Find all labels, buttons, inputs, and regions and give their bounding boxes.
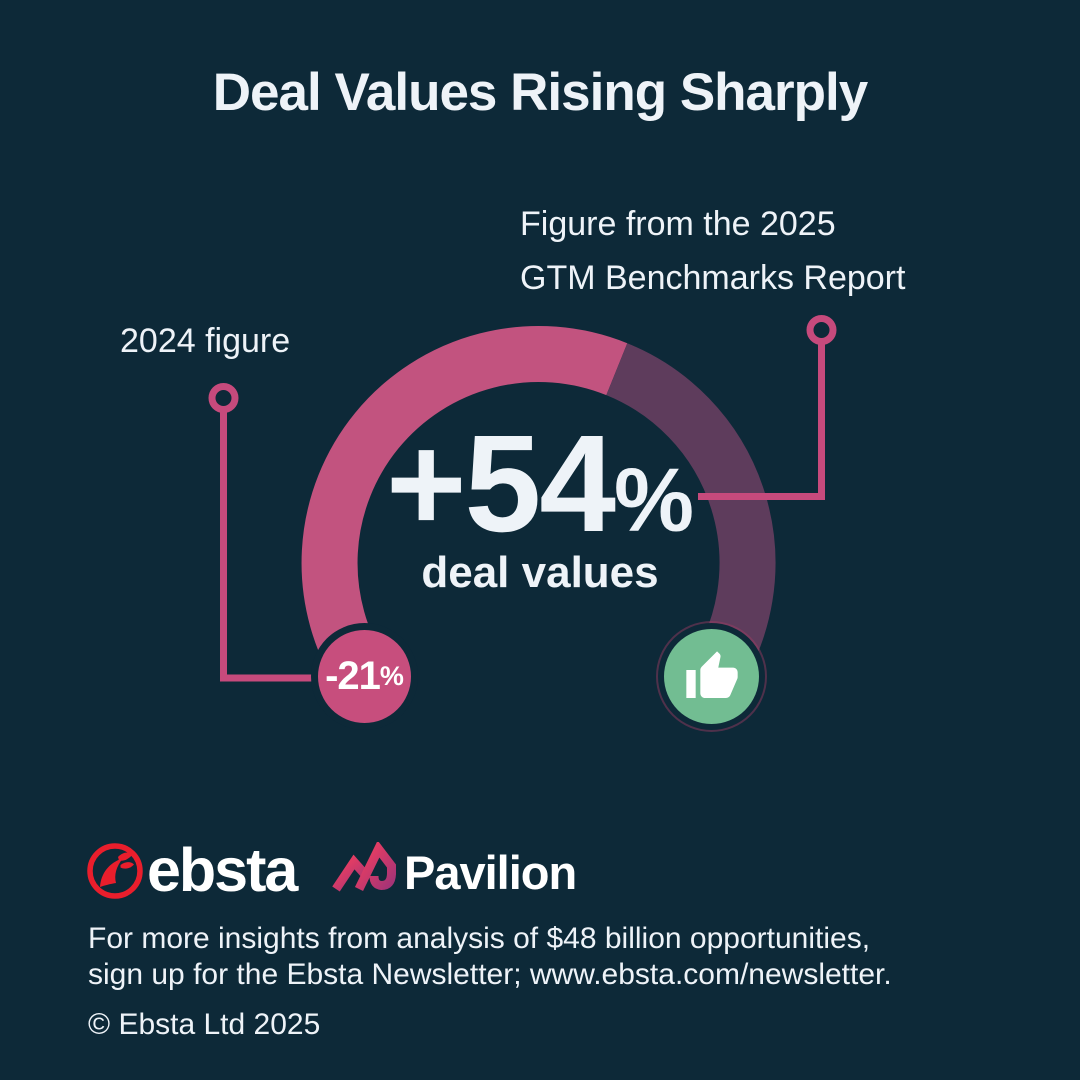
- page-title: Deal Values Rising Sharply: [212, 63, 868, 122]
- badge-2024-value: -21%: [318, 630, 411, 723]
- gauge-value-caption: deal values: [421, 548, 659, 597]
- copyright-text: © Ebsta Ltd 2025: [88, 1008, 321, 1041]
- figure-2024-label: 2024 figure: [120, 322, 291, 360]
- thumbs-up-icon: [685, 650, 738, 698]
- pavilion-logo-icon: [332, 840, 396, 892]
- badge-2024-number: -21: [325, 654, 381, 698]
- gauge-value: +54%: [0, 415, 1080, 593]
- connector-ring-left: [208, 383, 239, 413]
- gauge-value-percent: %: [614, 451, 695, 551]
- connector-ring-right: [806, 315, 837, 345]
- ebsta-wordmark: ebsta: [147, 836, 298, 904]
- thumbs-up-badge: [664, 629, 759, 724]
- pavilion-wordmark: Pavilion: [404, 846, 577, 899]
- badge-2024-percent: %: [379, 661, 404, 691]
- figure-2025-label: Figure from the 2025 GTM Benchmarks Repo…: [520, 205, 906, 297]
- newsletter-text: For more insights from analysis of $48 b…: [88, 922, 892, 991]
- gauge-value-number: +54: [385, 407, 616, 561]
- ebsta-logo-icon: [86, 842, 144, 900]
